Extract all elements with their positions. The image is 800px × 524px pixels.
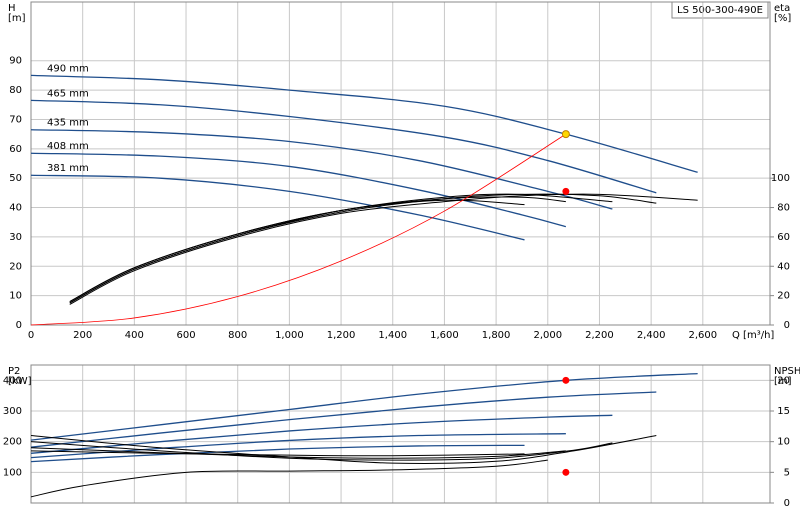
curve <box>30 441 613 461</box>
y-tick-label: 200 <box>3 437 22 448</box>
y-tick-label: 10 <box>9 291 22 302</box>
y2-tick-label: 40 <box>777 261 790 272</box>
y-tick-label: 0 <box>16 320 22 331</box>
y2-axis-unit: [m] <box>774 376 792 387</box>
operating-point <box>562 468 570 476</box>
curve <box>30 444 525 463</box>
y2-axis-label: eta <box>774 3 790 14</box>
curve <box>30 459 548 498</box>
curve <box>30 99 657 194</box>
curve <box>30 129 613 210</box>
y2-axis-unit: [%] <box>774 13 791 24</box>
curve-label: 381 mm <box>47 163 89 174</box>
x-axis-label: Q [m³/h] <box>732 330 774 341</box>
operating-point <box>562 376 570 384</box>
curve <box>30 414 613 454</box>
y-axis-unit: [m] <box>8 13 26 24</box>
y-axis-label: H <box>8 3 16 14</box>
x-tick-label: 800 <box>228 330 247 341</box>
y2-axis-label: NPSH <box>774 366 800 377</box>
x-tick-label: 400 <box>125 330 144 341</box>
curve <box>30 391 657 448</box>
y-axis-unit: [kW] <box>8 376 32 387</box>
curve <box>30 447 566 459</box>
y-tick-label: 60 <box>9 144 22 155</box>
x-tick-label: 1,800 <box>482 330 511 341</box>
y-tick-label: 70 <box>9 114 22 125</box>
operating-point <box>562 187 570 195</box>
y-tick-label: 50 <box>9 173 22 184</box>
y2-tick-label: 20 <box>777 375 790 386</box>
x-tick-label: 1,000 <box>275 330 304 341</box>
curve <box>30 372 698 441</box>
curve <box>69 193 698 305</box>
x-tick-label: 1,200 <box>327 330 356 341</box>
curve-label: 465 mm <box>47 88 89 99</box>
curve-label: 435 mm <box>47 118 89 129</box>
curve <box>69 199 525 302</box>
curve-label: 490 mm <box>47 63 89 74</box>
curve-label: 408 mm <box>47 141 89 152</box>
y-tick-label: 30 <box>9 232 22 243</box>
y2-tick-label: 60 <box>777 232 790 243</box>
y2-tick-label: 10 <box>777 437 790 448</box>
x-tick-label: 2,400 <box>637 330 666 341</box>
y2-tick-label: 0 <box>784 498 790 509</box>
curve <box>30 133 567 326</box>
x-tick-label: 1,600 <box>430 330 459 341</box>
y-tick-label: 400 <box>3 375 22 386</box>
y2-tick-label: 80 <box>777 203 790 214</box>
plot-frame <box>30 1 771 326</box>
y2-tick-label: 100 <box>771 173 790 184</box>
x-tick-label: 0 <box>28 330 34 341</box>
y-tick-label: 20 <box>9 261 22 272</box>
y2-tick-label: 0 <box>784 320 790 331</box>
x-tick-label: 2,000 <box>533 330 562 341</box>
curve <box>30 450 525 457</box>
x-tick-label: 2,600 <box>688 330 717 341</box>
y2-tick-label: 5 <box>784 467 790 478</box>
y-axis-label: P2 <box>8 366 20 377</box>
curve <box>30 435 657 464</box>
annotation: LS 500-300-490E <box>677 5 763 16</box>
y2-tick-label: 20 <box>777 291 790 302</box>
operating-point <box>561 130 570 139</box>
curve <box>30 74 698 173</box>
curve <box>30 152 567 228</box>
y2-tick-label: 15 <box>777 406 790 417</box>
curve <box>30 174 525 241</box>
y-tick-label: 300 <box>3 406 22 417</box>
y-tick-label: 100 <box>3 467 22 478</box>
y-tick-label: 90 <box>9 56 22 67</box>
y-tick-label: 80 <box>9 85 22 96</box>
x-tick-label: 200 <box>73 330 92 341</box>
x-tick-label: 2,200 <box>585 330 614 341</box>
plot-frame <box>30 364 771 504</box>
x-tick-label: 1,400 <box>378 330 407 341</box>
x-tick-label: 600 <box>176 330 195 341</box>
y-tick-label: 40 <box>9 203 22 214</box>
